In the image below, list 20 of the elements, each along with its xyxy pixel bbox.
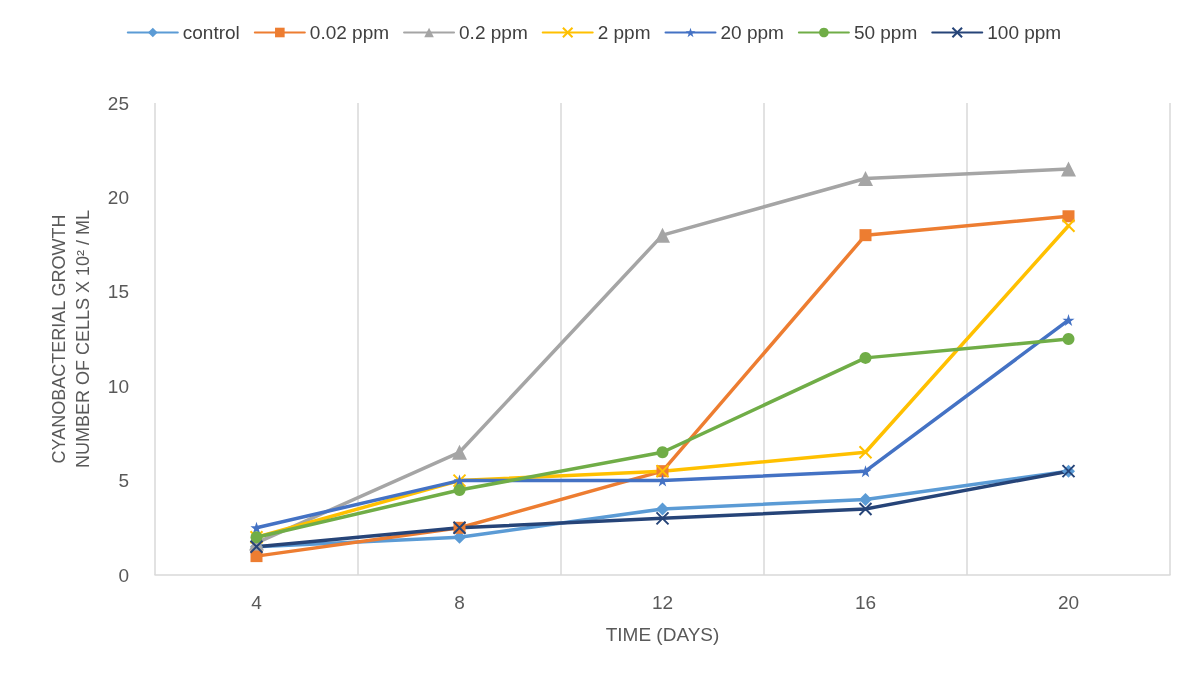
y-tick-label: 5	[118, 470, 129, 492]
legend-label: 0.2 ppm	[459, 22, 528, 43]
y-tick-label: 15	[107, 281, 129, 303]
x-tick-label: 16	[854, 592, 877, 613]
y-tick-label: 25	[107, 92, 129, 114]
legend-label: control	[182, 22, 240, 43]
y-tick-label: 10	[107, 375, 129, 397]
y-axis-title: CYANOBACTERIAL GROWTH NUMBER OF CELLS X 10² / ML	[49, 209, 93, 469]
y-tick-label: 0	[118, 564, 129, 586]
x-tick-label: 4	[251, 592, 263, 613]
x-axis-title: TIME (DAYS)	[605, 624, 720, 645]
x-tick-label: 8	[454, 592, 465, 613]
legend-label: 0.02 ppm	[309, 22, 390, 43]
legend-label: 100 ppm	[987, 22, 1062, 43]
x-tick-label: 12	[651, 592, 674, 613]
legend-label: 50 ppm	[853, 22, 918, 43]
legend-label: 20 ppm	[720, 22, 784, 43]
y-tick-label: 20	[107, 186, 129, 208]
legend-label: 2 ppm	[597, 22, 651, 43]
x-tick-label: 20	[1057, 592, 1080, 613]
